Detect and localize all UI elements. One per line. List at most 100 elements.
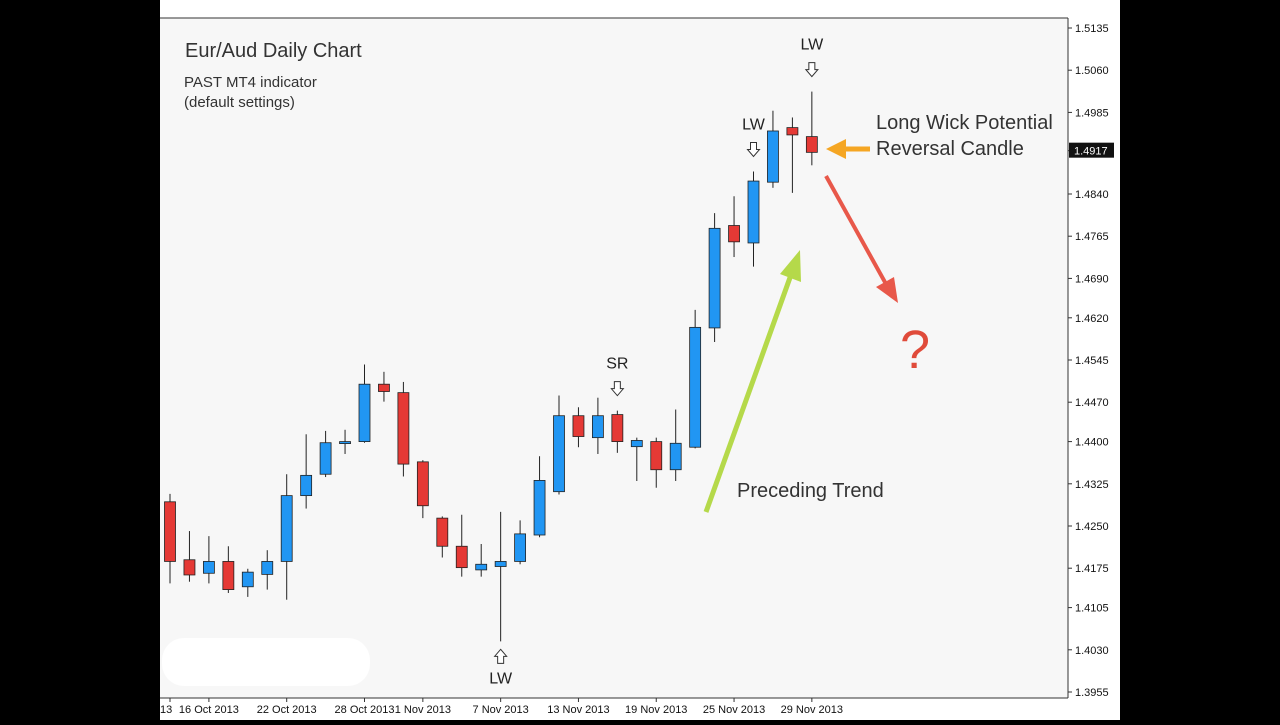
x-tick-label: 13 Nov 2013 bbox=[547, 704, 609, 716]
candle bbox=[358, 364, 371, 443]
candle-body-down bbox=[572, 415, 585, 437]
candle bbox=[202, 536, 215, 584]
marker-sr: SR bbox=[606, 356, 628, 397]
y-tick-label: 1.4250 bbox=[1075, 521, 1109, 533]
candle bbox=[630, 437, 643, 481]
x-tick-label: 22 Oct 2013 bbox=[257, 704, 317, 716]
candle bbox=[650, 437, 663, 488]
candle bbox=[728, 196, 740, 258]
candle-body-up bbox=[241, 571, 254, 588]
candle-body-up bbox=[708, 227, 721, 329]
candle bbox=[261, 550, 274, 590]
x-tick-label: 7 Nov 2013 bbox=[473, 704, 529, 716]
y-axis: 1.5135 1.5060 1.4985 1.4840 1.4765 1.4690 1.46… bbox=[1068, 23, 1109, 699]
candle-body-up bbox=[339, 441, 351, 444]
y-tick-label: 1.4545 bbox=[1075, 355, 1109, 367]
x-tick-label: 28 Oct 2013 bbox=[335, 704, 395, 716]
candle-body-up bbox=[358, 383, 371, 442]
green-trend-arrow-icon bbox=[703, 250, 801, 513]
y-tick-label: 1.4690 bbox=[1075, 273, 1109, 285]
candle-body-down bbox=[164, 501, 176, 562]
plot-area bbox=[160, 18, 1068, 698]
candle bbox=[592, 397, 604, 454]
reversal-annotation-line-1: Long Wick Potential bbox=[876, 112, 1053, 134]
x-tick-label: 19 Nov 2013 bbox=[625, 704, 687, 716]
candle-body-up bbox=[592, 415, 604, 439]
candle-body-up bbox=[553, 415, 565, 493]
y-tick-label: 1.4105 bbox=[1075, 603, 1109, 615]
candle-body-up bbox=[475, 563, 488, 571]
candle bbox=[222, 546, 235, 593]
orange-arrow-icon bbox=[826, 139, 870, 159]
candle bbox=[805, 91, 818, 166]
candle bbox=[475, 544, 488, 577]
marker-lw: LW bbox=[489, 648, 513, 687]
red-down-arrow-icon bbox=[824, 175, 898, 303]
trend-annotation: Preceding Trend bbox=[737, 480, 884, 502]
chart-subtitle-line-2: (default settings) bbox=[184, 94, 295, 111]
candle-body-up bbox=[514, 533, 526, 562]
y-tick-label: 1.4985 bbox=[1075, 107, 1109, 119]
candle bbox=[514, 520, 526, 565]
candle bbox=[241, 568, 254, 597]
y-tick-label: 1.4030 bbox=[1075, 645, 1109, 657]
candle bbox=[708, 213, 721, 342]
candle-body-down bbox=[805, 136, 818, 153]
candle-body-down bbox=[786, 127, 799, 136]
candle bbox=[300, 434, 313, 509]
chart-subtitle-line-1: PAST MT4 indicator bbox=[184, 74, 317, 91]
marker-label: LW bbox=[742, 116, 766, 133]
reversal-annotation-line-2: Reversal Candle bbox=[876, 138, 1024, 160]
candle bbox=[164, 493, 176, 584]
candle-body-down bbox=[397, 392, 410, 465]
x-tick-label: 13 bbox=[160, 704, 172, 716]
current-price-badge bbox=[1069, 142, 1114, 158]
candle bbox=[183, 531, 196, 582]
candle bbox=[378, 371, 390, 402]
y-tick-label: 1.4470 bbox=[1075, 397, 1109, 409]
x-tick-label: 29 Nov 2013 bbox=[781, 704, 843, 716]
candle bbox=[747, 171, 760, 267]
marker-label: LW bbox=[489, 670, 513, 687]
candle-body-up bbox=[261, 561, 274, 575]
candle-body-down bbox=[222, 561, 235, 590]
candle bbox=[416, 460, 429, 519]
candle bbox=[494, 511, 507, 642]
candle bbox=[436, 516, 449, 558]
y-tick-label: 1.4840 bbox=[1075, 189, 1109, 201]
x-tick-label: 1 Nov 2013 bbox=[395, 704, 451, 716]
y-tick-label: 1.5060 bbox=[1075, 65, 1109, 77]
candle bbox=[689, 309, 702, 449]
x-axis: 13 16 Oct 2013 22 Oct 2013 28 Oct 2013 1 Nov… bbox=[160, 698, 843, 716]
candle-body-up bbox=[767, 130, 779, 183]
candle-body-up bbox=[319, 442, 332, 475]
candle bbox=[553, 395, 565, 495]
y-tick-label: 1.4620 bbox=[1075, 313, 1109, 325]
up-arrow-icon bbox=[493, 648, 508, 664]
candle-body-down bbox=[183, 559, 196, 576]
candle bbox=[339, 429, 351, 454]
candle-body-up bbox=[533, 480, 546, 536]
candle-body-up bbox=[280, 495, 293, 562]
marker-label: LW bbox=[800, 37, 824, 54]
candle-body-down bbox=[378, 383, 390, 392]
candle-body-down bbox=[416, 461, 429, 507]
marker-label: SR bbox=[606, 356, 628, 373]
candle bbox=[786, 117, 799, 193]
candle bbox=[455, 514, 468, 577]
candle bbox=[767, 110, 779, 188]
candle-body-down bbox=[455, 545, 468, 569]
candle-body-down bbox=[611, 414, 624, 442]
question-mark: ? bbox=[900, 320, 930, 380]
markers: LW SR LW LW bbox=[489, 37, 824, 688]
candle bbox=[397, 381, 410, 477]
chart-title: Eur/Aud Daily Chart bbox=[185, 40, 362, 62]
candle-body-down bbox=[436, 517, 449, 547]
candle bbox=[572, 407, 585, 448]
candle-body-up bbox=[300, 474, 313, 497]
down-arrow-icon bbox=[804, 62, 819, 78]
down-arrow-icon bbox=[746, 141, 761, 158]
current-price-label: 1.4917 bbox=[1074, 146, 1108, 158]
